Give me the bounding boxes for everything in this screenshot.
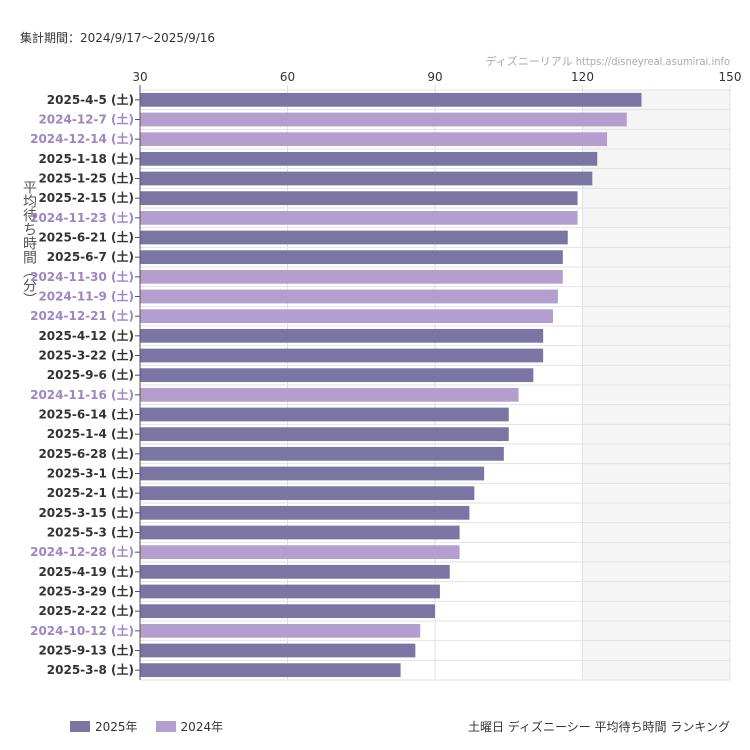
bar[interactable] <box>140 663 401 678</box>
bar[interactable] <box>140 171 593 186</box>
category-label: 2025-6-28 (土) <box>38 446 134 461</box>
bar[interactable] <box>140 623 421 638</box>
x-tick-label: 90 <box>427 70 442 84</box>
legend-label-2024: 2024年 <box>180 720 224 734</box>
category-label: 2025-2-1 (土) <box>47 485 134 500</box>
legend: 2025年 2024年 <box>70 718 241 735</box>
category-label: 2024-12-7 (土) <box>38 112 134 127</box>
bar[interactable] <box>140 466 485 481</box>
bar[interactable] <box>140 505 470 520</box>
category-label: 2024-11-9 (土) <box>38 289 134 304</box>
chart-caption: 土曜日 ディズニーシー 平均待ち時間 ランキング <box>467 720 730 734</box>
legend-label-2025: 2025年 <box>95 720 138 734</box>
category-label: 2025-4-19 (土) <box>38 564 134 579</box>
bar[interactable] <box>140 92 642 107</box>
category-label: 2025-4-12 (土) <box>38 328 134 343</box>
legend-item-2024[interactable]: 2024年 <box>155 718 224 735</box>
category-label: 2024-10-12 (土) <box>30 623 134 638</box>
legend-swatch-2024 <box>155 721 176 732</box>
category-label: 2025-1-4 (土) <box>47 426 134 441</box>
category-label: 2025-6-14 (土) <box>38 407 134 422</box>
category-label: 2025-4-5 (土) <box>47 92 134 107</box>
x-tick-label: 60 <box>280 70 295 84</box>
category-label: 2025-3-8 (土) <box>47 662 134 677</box>
category-label: 2025-2-22 (土) <box>38 603 134 618</box>
bar[interactable] <box>140 230 568 245</box>
category-label: 2025-3-29 (土) <box>38 584 134 599</box>
x-tick-label: 150 <box>719 70 742 84</box>
bar[interactable] <box>140 643 416 658</box>
category-label: 2025-9-6 (土) <box>47 367 134 382</box>
category-label: 2025-3-1 (土) <box>47 466 134 481</box>
category-label: 2025-6-21 (土) <box>38 230 134 245</box>
bar[interactable] <box>140 446 504 461</box>
legend-swatch-2025 <box>70 721 90 732</box>
period-label: 集計期間：2024/9/17〜2025/9/16 <box>20 31 216 45</box>
x-tick-label: 30 <box>132 70 147 84</box>
ranking-bar-chart: 2025-4-5 (土) 2024-12-7 (土) 2024-12-14 (土) 2… <box>30 70 742 681</box>
bar[interactable] <box>140 545 460 560</box>
bar[interactable] <box>140 132 608 147</box>
bar[interactable] <box>140 309 553 324</box>
bar[interactable] <box>140 250 563 265</box>
category-label: 2025-5-3 (土) <box>47 525 134 540</box>
category-label: 2025-3-22 (土) <box>38 348 134 363</box>
category-label: 2025-2-15 (土) <box>38 190 134 205</box>
source-credit: ディズニーリアル https://disneyreal.asumirai.inf… <box>485 55 730 68</box>
bar[interactable] <box>140 289 558 304</box>
bar[interactable] <box>140 368 534 383</box>
y-axis-label: 平均待ち時間（分） <box>21 180 37 306</box>
bar[interactable] <box>140 269 563 284</box>
bar[interactable] <box>140 387 519 402</box>
bar[interactable] <box>140 584 440 599</box>
bar[interactable] <box>140 427 509 442</box>
bar[interactable] <box>140 407 509 422</box>
bar[interactable] <box>140 210 578 225</box>
category-label: 2024-12-14 (土) <box>30 131 134 146</box>
category-label: 2025-1-25 (土) <box>38 171 134 186</box>
category-label: 2025-3-15 (土) <box>38 505 134 520</box>
bar[interactable] <box>140 151 598 166</box>
x-tick-label: 120 <box>571 70 594 84</box>
category-label: 2025-6-7 (土) <box>47 249 134 264</box>
category-label: 2024-12-21 (土) <box>30 308 134 323</box>
bar[interactable] <box>140 112 627 127</box>
bar[interactable] <box>140 564 450 579</box>
bar[interactable] <box>140 328 544 343</box>
bar[interactable] <box>140 486 475 501</box>
bar[interactable] <box>140 525 460 540</box>
category-label: 2025-9-13 (土) <box>38 643 134 658</box>
bar[interactable] <box>140 604 435 619</box>
bar[interactable] <box>140 191 578 206</box>
category-label: 2024-12-28 (土) <box>30 544 134 559</box>
category-label: 2024-11-23 (土) <box>30 210 134 225</box>
bar[interactable] <box>140 348 544 363</box>
category-label: 2024-11-16 (土) <box>30 387 134 402</box>
category-label: 2024-11-30 (土) <box>30 269 134 284</box>
category-label: 2025-1-18 (土) <box>38 151 134 166</box>
legend-item-2025[interactable]: 2025年 <box>70 718 138 735</box>
